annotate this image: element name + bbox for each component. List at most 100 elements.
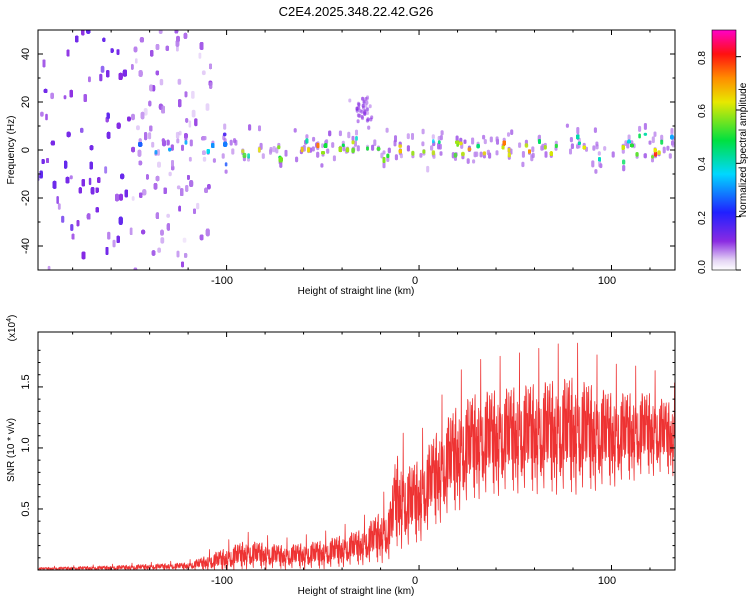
heatmap-cell — [455, 140, 460, 144]
heatmap-cell — [668, 153, 672, 159]
heatmap-cell — [411, 133, 414, 140]
heatmap-cell — [142, 189, 147, 196]
heatmap-cell — [231, 148, 235, 155]
heatmap-cell — [165, 45, 169, 51]
heatmap-cell — [43, 88, 48, 93]
heatmap-cell — [139, 37, 144, 43]
heatmap-cell — [354, 140, 357, 147]
snr-ticks — [38, 332, 675, 570]
heatmap-cell — [231, 148, 235, 155]
heatmap-cell — [466, 158, 470, 164]
heatmap-cell — [151, 141, 155, 148]
heatmap-cell — [112, 239, 116, 248]
heatmap-cell — [592, 145, 596, 151]
heatmap-cell — [160, 229, 164, 236]
heatmap-cell — [137, 149, 142, 157]
heatmap-cell — [440, 130, 444, 136]
heatmap-cell — [502, 137, 506, 142]
heatmap-cell — [373, 139, 377, 146]
heatmap-cell — [565, 123, 569, 128]
heatmap-cell — [538, 134, 541, 140]
heatmap-cell — [149, 125, 153, 132]
heatmap-cell — [166, 139, 170, 146]
heatmap-cell — [521, 151, 525, 158]
heatmap-cell — [156, 149, 160, 156]
heatmap-cell — [204, 187, 208, 193]
heatmap-cell — [184, 253, 188, 258]
heatmap-cell — [466, 158, 470, 164]
heatmap-cell — [204, 187, 208, 193]
heatmap-cell — [171, 160, 174, 167]
heatmap-cell — [90, 187, 95, 195]
heatmap-cell — [316, 151, 320, 158]
heatmap-cell — [176, 35, 180, 42]
heatmap-cell — [351, 135, 355, 141]
colorbar-ticks — [736, 56, 741, 271]
heatmap-cell — [626, 141, 630, 149]
heatmap-cell — [223, 123, 227, 130]
heatmap-cell — [148, 100, 152, 107]
heatmap-cell — [373, 139, 377, 146]
heatmap-cell — [152, 85, 156, 92]
heatmap-cell — [160, 229, 164, 236]
heatmap-cell — [598, 161, 602, 168]
heatmap-cell — [142, 189, 147, 196]
heatmap-cell — [316, 151, 320, 158]
heatmap-cell — [207, 184, 211, 190]
heatmap-cell — [261, 153, 265, 159]
heatmap-marks — [38, 30, 675, 270]
heatmap-cell — [184, 253, 188, 258]
heatmap-cell — [119, 193, 123, 201]
spectrogram-yticklabels: -40 -20 0 20 40 — [20, 48, 32, 254]
heatmap-cell — [234, 139, 238, 146]
heatmap-cell — [184, 253, 188, 258]
heatmap-cell — [131, 146, 135, 153]
heatmap-cell — [653, 148, 657, 153]
heatmap-cell — [624, 140, 628, 146]
heatmap-cell — [139, 37, 144, 43]
colorbar-tick-label: 0.6 — [697, 104, 708, 118]
heatmap-cell — [411, 150, 415, 156]
heatmap-cell — [135, 58, 138, 64]
heatmap-cell — [176, 35, 180, 42]
heatmap-cell — [138, 160, 143, 166]
heatmap-cell — [170, 144, 174, 151]
heatmap-cell — [151, 250, 156, 256]
heatmap-cell — [356, 119, 360, 124]
heatmap-cell — [131, 64, 134, 70]
heatmap-cell — [138, 70, 143, 77]
heatmap-cell — [155, 70, 159, 76]
heatmap-cell — [155, 70, 159, 76]
heatmap-cell — [199, 42, 204, 50]
heatmap-cell — [670, 128, 674, 136]
heatmap-cell — [269, 147, 273, 153]
snr-xticklabels: -100 0 100 — [211, 575, 616, 587]
heatmap-cell — [184, 140, 188, 145]
heatmap-cell — [153, 183, 158, 190]
heatmap-cell — [662, 146, 666, 154]
heatmap-cell — [165, 45, 169, 51]
heatmap-cell — [489, 136, 493, 143]
heatmap-cell — [155, 70, 159, 76]
heatmap-cell — [209, 82, 213, 89]
heatmap-cell — [323, 143, 328, 148]
heatmap-cell — [279, 161, 283, 168]
heatmap-cell — [269, 147, 273, 153]
heatmap-cell — [184, 133, 188, 139]
heatmap-cell — [184, 133, 188, 139]
heatmap-cell — [166, 223, 170, 231]
snr-ylabel: SNR (10 * v/v) — [6, 418, 17, 482]
heatmap-cell — [351, 140, 355, 145]
heatmap-cell — [153, 183, 158, 190]
heatmap-cell — [518, 142, 522, 148]
heatmap-cell — [175, 40, 180, 47]
heatmap-cell — [426, 165, 430, 173]
xtick-label: 0 — [412, 575, 418, 587]
heatmap-cell — [185, 118, 189, 123]
heatmap-cell — [178, 205, 181, 212]
heatmap-cell — [184, 253, 188, 258]
heatmap-cell — [356, 145, 360, 152]
heatmap-cell — [421, 128, 425, 135]
heatmap-cell — [140, 111, 145, 120]
heatmap-cell — [419, 153, 423, 158]
